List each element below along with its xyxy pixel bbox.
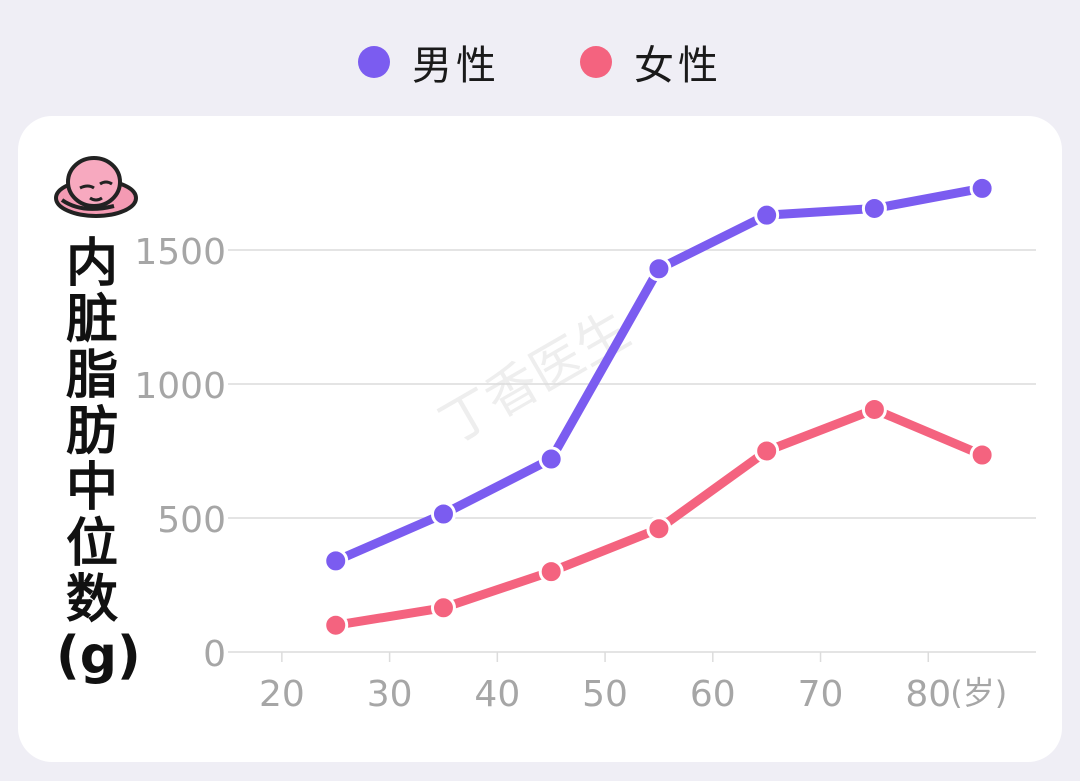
watermark-text: 丁香医生 bbox=[430, 300, 640, 456]
data-point-female bbox=[754, 438, 780, 464]
y-tick-label: 500 bbox=[157, 500, 226, 541]
x-tick-label: 50 bbox=[582, 674, 628, 715]
mascot-icon bbox=[54, 156, 138, 218]
y-tick-label: 1000 bbox=[134, 366, 226, 407]
x-tick-label: 80 bbox=[905, 674, 951, 715]
y-tick-label: 0 bbox=[203, 634, 226, 675]
data-point-female bbox=[538, 559, 564, 585]
x-tick-label: 20 bbox=[259, 674, 305, 715]
data-point-male bbox=[754, 202, 780, 228]
x-unit-label: (岁) bbox=[950, 674, 1007, 712]
chart-card bbox=[18, 116, 1062, 762]
x-tick-label: 40 bbox=[474, 674, 520, 715]
data-point-female bbox=[861, 396, 887, 422]
x-tick-label: 30 bbox=[367, 674, 413, 715]
data-point-female bbox=[646, 516, 672, 542]
data-point-male bbox=[538, 446, 564, 472]
data-point-male bbox=[646, 256, 672, 282]
x-tick-label: 70 bbox=[798, 674, 844, 715]
data-point-male bbox=[969, 175, 995, 201]
legend-label-female: 女性 bbox=[634, 43, 722, 89]
data-point-male bbox=[861, 195, 887, 221]
series-line-male bbox=[331, 183, 987, 566]
legend-label-male: 男性 bbox=[412, 43, 500, 89]
y-tick-label: 1500 bbox=[134, 232, 226, 273]
data-point-female bbox=[969, 442, 995, 468]
legend-marker-male bbox=[358, 46, 390, 78]
y-axis-label: 内 脏 脂 肪 中 位 数 (g) bbox=[56, 234, 141, 686]
x-tick-label: 60 bbox=[690, 674, 736, 715]
data-point-male bbox=[430, 501, 456, 527]
data-point-female bbox=[430, 595, 456, 621]
legend: 男性 女性 bbox=[0, 30, 1080, 94]
legend-item-male: 男性 bbox=[358, 33, 500, 91]
legend-item-female: 女性 bbox=[580, 33, 722, 91]
legend-marker-female bbox=[580, 46, 612, 78]
data-point-female bbox=[323, 612, 349, 638]
data-point-male bbox=[323, 548, 349, 574]
